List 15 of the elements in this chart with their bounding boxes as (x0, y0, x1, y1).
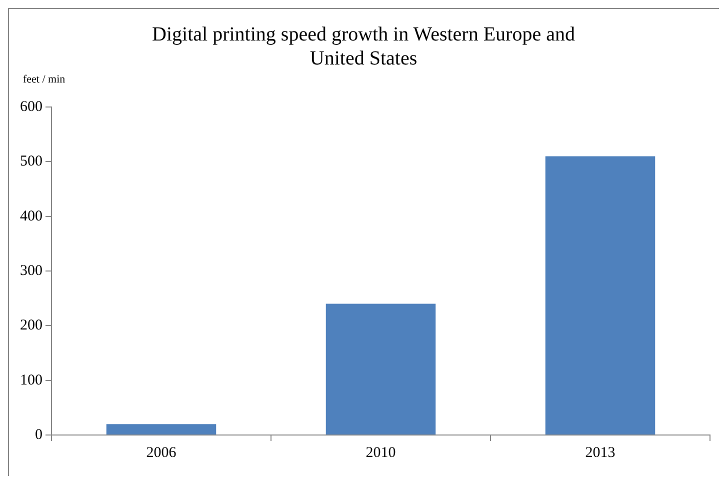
bar (545, 156, 656, 434)
y-tick-label: 300 (20, 262, 42, 279)
y-tick-label: 600 (20, 98, 42, 115)
y-tick-label: 500 (20, 154, 42, 170)
x-tick-label: 2006 (146, 444, 177, 461)
bar (326, 304, 436, 434)
chart-title: Digital printing speed growth in Western Europe and United States (152, 23, 575, 70)
y-tick-label: 200 (20, 318, 42, 334)
x-tick-label: 2010 (366, 444, 396, 461)
x-tick-label: 2013 (585, 444, 616, 461)
y-tick-label: 0 (35, 426, 42, 443)
y-axis-title: feet / min (23, 73, 66, 86)
bar (106, 424, 216, 434)
y-tick-label: 100 (20, 372, 42, 388)
y-tick-label: 400 (20, 208, 42, 224)
